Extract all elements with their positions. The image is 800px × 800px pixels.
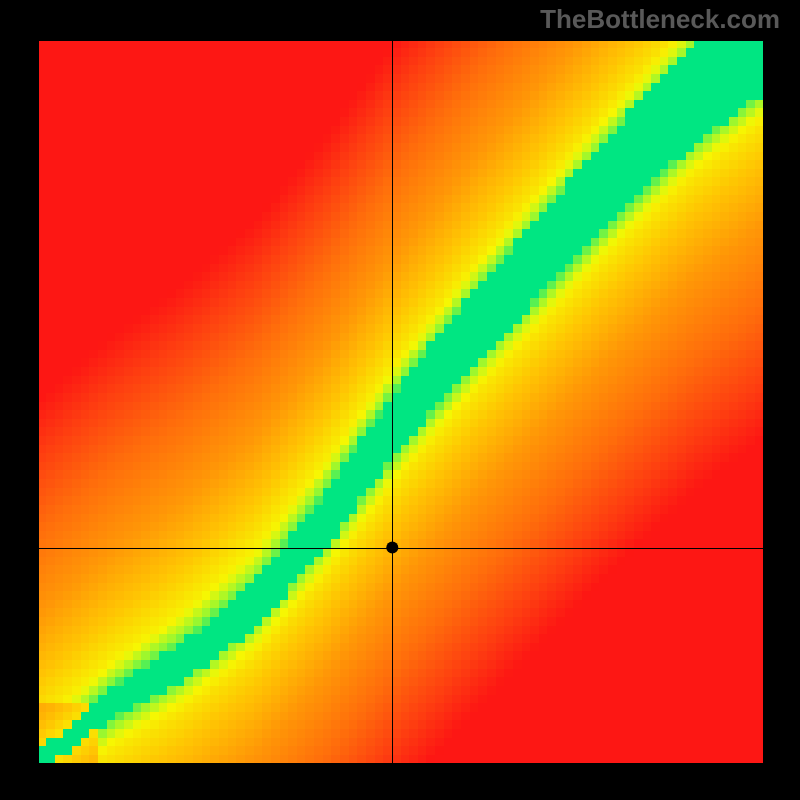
- heatmap-canvas: [38, 40, 764, 764]
- watermark-text: TheBottleneck.com: [540, 4, 780, 35]
- plot-area: [38, 40, 764, 764]
